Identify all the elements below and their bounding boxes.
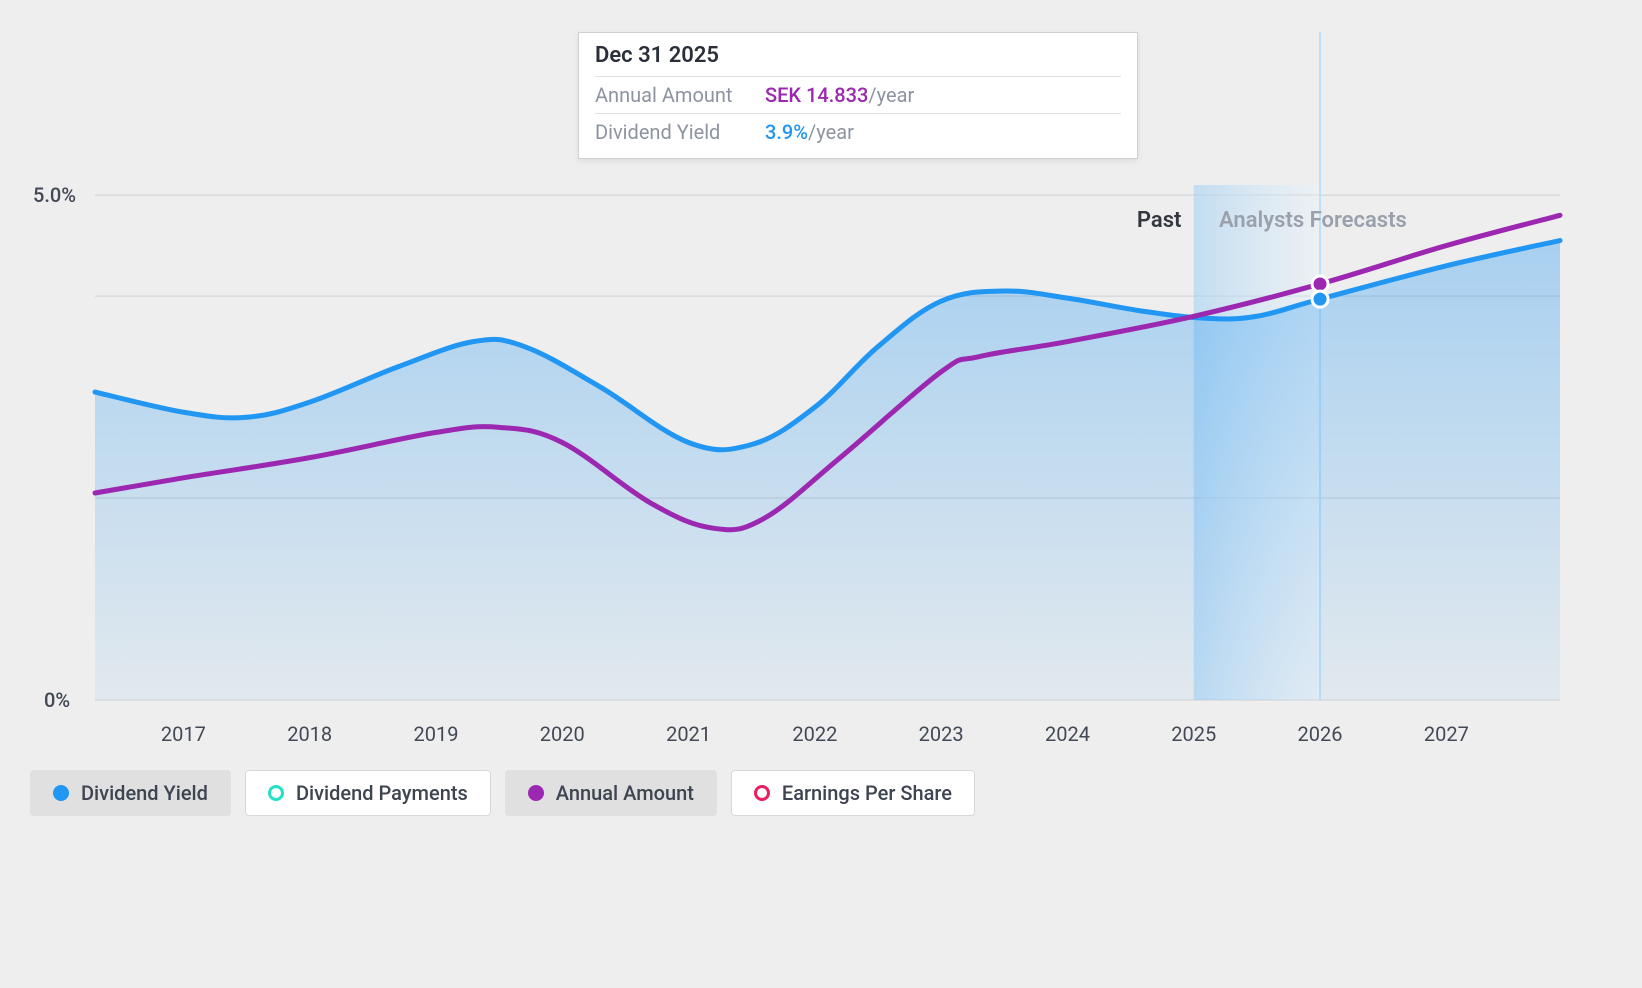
y-axis-tick: 0%	[44, 688, 70, 712]
tooltip-key: Dividend Yield	[595, 120, 765, 144]
y-axis-tick: 5.0%	[33, 183, 76, 207]
tooltip-unit: /year	[868, 83, 914, 107]
x-axis-tick: 2025	[1171, 722, 1216, 746]
x-axis-tick: 2021	[666, 722, 711, 746]
chart-legend: Dividend Yield Dividend Payments Annual Am…	[30, 770, 975, 816]
legend-label: Annual Amount	[556, 781, 694, 805]
legend-label: Dividend Yield	[81, 781, 208, 805]
legend-dot	[268, 785, 284, 801]
tooltip-key: Annual Amount	[595, 83, 765, 107]
dividend-chart: Dec 31 2025 Annual AmountSEK 14.833/year…	[0, 0, 1642, 988]
x-axis-tick: 2022	[792, 722, 837, 746]
tooltip-value: 3.9%	[765, 120, 808, 144]
past-label: Past	[1137, 208, 1182, 233]
legend-label: Dividend Payments	[296, 781, 468, 805]
legend-toggle-dividend-yield[interactable]: Dividend Yield	[30, 770, 231, 816]
legend-dot	[53, 785, 69, 801]
tooltip-row: Annual AmountSEK 14.833/year	[595, 76, 1121, 113]
x-axis-tick: 2027	[1424, 722, 1469, 746]
x-axis-tick: 2023	[919, 722, 964, 746]
legend-toggle-earnings-per-share[interactable]: Earnings Per Share	[731, 770, 975, 816]
legend-toggle-annual-amount[interactable]: Annual Amount	[505, 770, 717, 816]
x-axis-tick: 2024	[1045, 722, 1090, 746]
legend-dot	[528, 785, 544, 801]
legend-label: Earnings Per Share	[782, 781, 952, 805]
x-axis-tick: 2019	[414, 722, 459, 746]
legend-toggle-dividend-payments[interactable]: Dividend Payments	[245, 770, 491, 816]
legend-dot	[754, 785, 770, 801]
tooltip-date: Dec 31 2025	[595, 43, 1121, 76]
x-axis-tick: 2018	[287, 722, 332, 746]
forecast-label: Analysts Forecasts	[1219, 208, 1407, 233]
x-axis-tick: 2017	[161, 722, 206, 746]
tooltip-row: Dividend Yield3.9%/year	[595, 113, 1121, 150]
tooltip-value: SEK 14.833	[765, 83, 868, 107]
x-axis-tick: 2026	[1298, 722, 1343, 746]
x-axis-tick: 2020	[540, 722, 585, 746]
chart-tooltip: Dec 31 2025 Annual AmountSEK 14.833/year…	[578, 32, 1138, 159]
tooltip-unit: /year	[808, 120, 854, 144]
